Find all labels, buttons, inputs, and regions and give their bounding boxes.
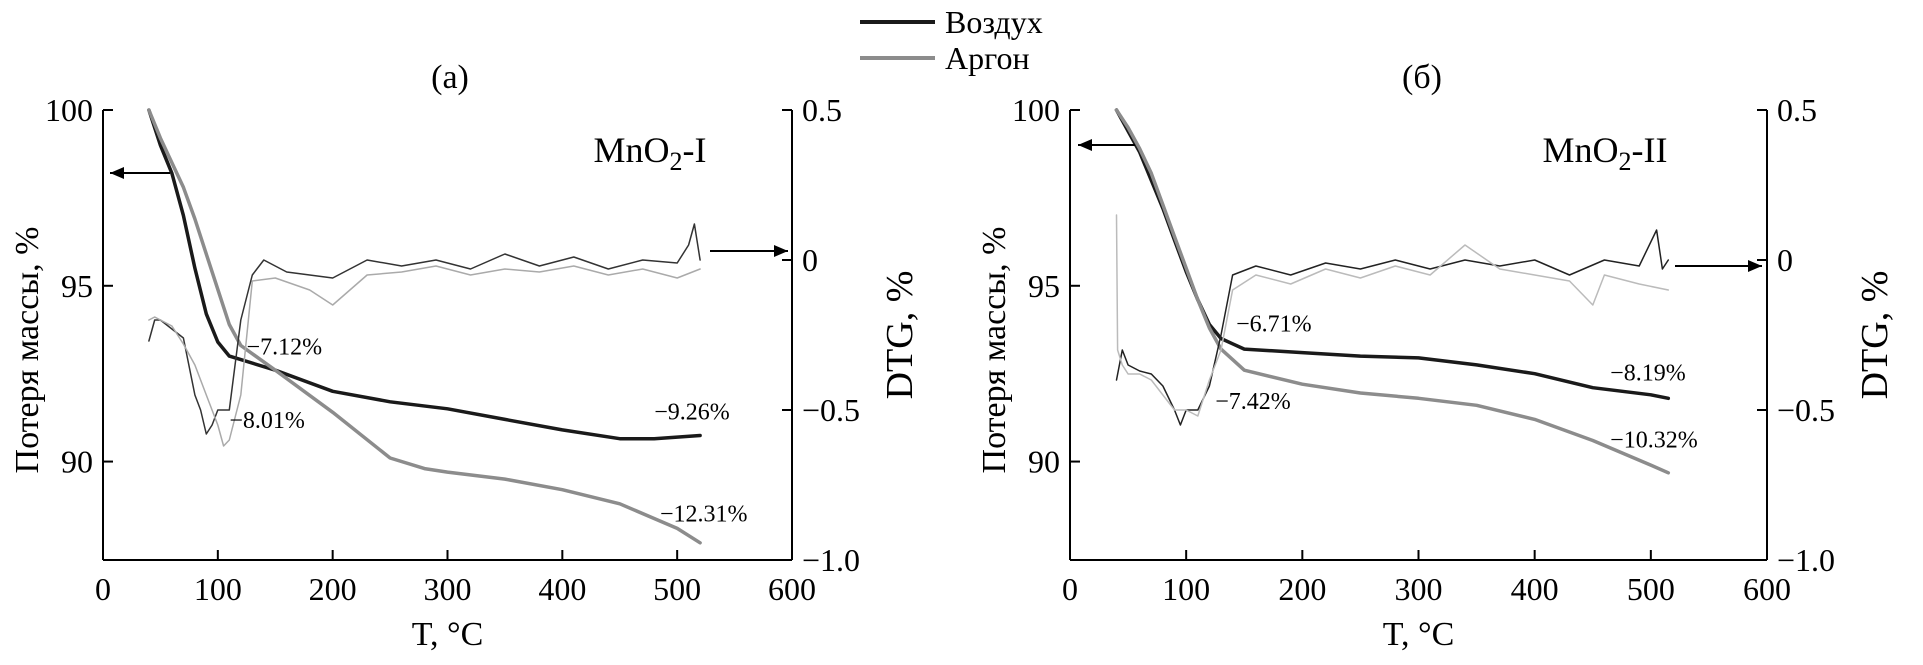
y-axis-label-left: Потеря массы, % — [976, 227, 1013, 474]
x-tick-label: 200 — [1278, 571, 1326, 607]
data-label: −10.32% — [1610, 428, 1698, 454]
series-line-mass-1 — [1114, 108, 1671, 475]
series-line-dtg-2 — [1115, 229, 1670, 426]
sample-label: MnO2-I — [594, 130, 707, 176]
sample-label-suffix: -II — [1632, 130, 1668, 170]
arrow-to-left-axis-head — [1078, 139, 1092, 151]
x-tick-label: 400 — [1511, 571, 1559, 607]
data-label: −8.19% — [1610, 361, 1686, 387]
x-tick-label: 200 — [309, 571, 357, 607]
x-axis-label: T, °C — [1383, 616, 1455, 653]
series-line-mass-1 — [147, 108, 702, 545]
legend-label: Аргон — [945, 40, 1030, 76]
x-tick-label: 100 — [1162, 571, 1210, 607]
y-tick-label-right: 0 — [1777, 242, 1793, 278]
x-tick-label: 300 — [424, 571, 472, 607]
x-tick-label: 300 — [1395, 571, 1443, 607]
panel-label: (б) — [1402, 59, 1442, 96]
y-tick-label-right: −0.5 — [802, 392, 860, 428]
sample-label-sub: 2 — [1619, 147, 1632, 176]
sample-label-main: MnO — [594, 130, 670, 170]
x-tick-label: 100 — [194, 571, 242, 607]
series-line-dtg-3 — [1115, 214, 1670, 417]
y-axis-label-left: Потеря массы, % — [9, 227, 46, 474]
x-axis-label: T, °C — [412, 616, 484, 653]
y-tick-label-right: 0.5 — [1777, 92, 1817, 128]
series-line-dtg-2 — [148, 223, 701, 435]
panel-b: 0 100 200 300 400 500 600 90 95 100 −1.0 −0.5 0 0.5 T,… — [976, 59, 1896, 653]
y-tick-label-right: −0.5 — [1777, 392, 1835, 428]
data-label: −8.01% — [229, 408, 305, 434]
x-tick-label: 500 — [653, 571, 701, 607]
x-tick-label: 0 — [1062, 571, 1078, 607]
series-line-dtg-3 — [148, 265, 701, 447]
y-tick-label-right: −1.0 — [802, 542, 860, 578]
data-label: −9.26% — [654, 399, 730, 425]
y-tick-label-left: 100 — [45, 92, 93, 128]
y-tick-label-right: 0 — [802, 242, 818, 278]
arrow-to-right-axis-head — [1748, 260, 1762, 272]
x-tick-label: 400 — [538, 571, 586, 607]
data-label: −6.71% — [1236, 311, 1312, 337]
sample-label-suffix: -I — [683, 130, 707, 170]
series-line-mass-0 — [1114, 108, 1671, 401]
y-axis-label-right: DTG, % — [879, 271, 921, 400]
sample-label: MnO2-II — [1543, 130, 1668, 176]
x-tick-label: 0 — [95, 571, 111, 607]
x-tick-label: 600 — [768, 571, 816, 607]
y-tick-label-right: 0.5 — [802, 92, 842, 128]
y-tick-label-right: −1.0 — [1777, 542, 1835, 578]
legend-label: Воздух — [945, 4, 1043, 40]
x-tick-label: 500 — [1627, 571, 1675, 607]
panel-label: (a) — [431, 59, 469, 96]
series-line-mass-0 — [147, 108, 702, 441]
y-tick-label-left: 90 — [61, 444, 93, 480]
data-label: −7.12% — [247, 334, 323, 360]
arrow-to-right-axis-head — [774, 245, 788, 257]
y-tick-label-left: 90 — [1028, 444, 1060, 480]
sample-label-main: MnO — [1543, 130, 1619, 170]
data-label: −7.42% — [1215, 389, 1291, 415]
x-tick-label: 600 — [1743, 571, 1791, 607]
y-tick-label-left: 95 — [61, 268, 93, 304]
sample-label-sub: 2 — [670, 147, 683, 176]
y-axis-label-right: DTG, % — [1854, 271, 1896, 400]
arrow-to-left-axis-head — [110, 167, 124, 179]
y-tick-label-left: 100 — [1012, 92, 1060, 128]
panel-a: 0 100 200 300 400 500 600 90 95 100 −1.0 −0.5 0 0.5 T,… — [9, 59, 921, 653]
data-label: −12.31% — [660, 501, 748, 527]
y-tick-label-left: 95 — [1028, 268, 1060, 304]
